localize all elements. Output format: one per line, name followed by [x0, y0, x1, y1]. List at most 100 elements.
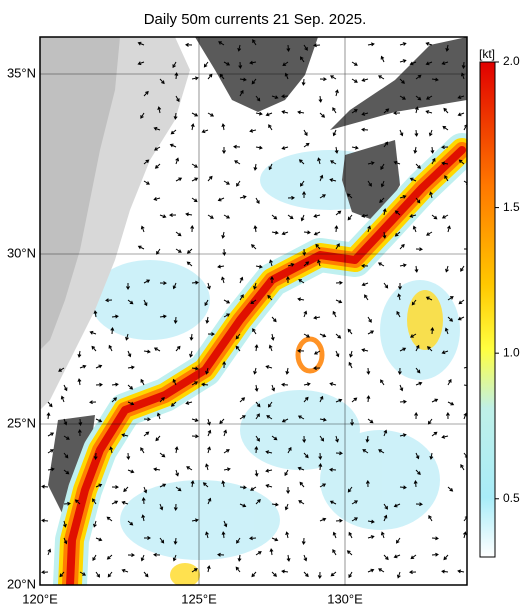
current-arrow [249, 536, 257, 541]
current-arrow [351, 500, 359, 505]
current-arrow [431, 552, 439, 557]
current-arrow [155, 435, 161, 442]
current-arrow [415, 247, 423, 252]
current-arrow [319, 417, 327, 422]
current-arrow [106, 554, 113, 560]
current-arrow [207, 446, 211, 454]
current-arrow [172, 554, 177, 562]
current-arrow [313, 350, 321, 355]
current-arrow [457, 569, 465, 574]
current-arrow [255, 197, 260, 205]
current-arrow [252, 39, 257, 46]
current-arrow [393, 503, 401, 508]
colorbar-tick-label: 1.0 [503, 345, 520, 359]
current-arrow [267, 401, 273, 408]
current-arrow [159, 537, 165, 544]
current-arrow [335, 210, 342, 216]
current-arrow [234, 160, 241, 165]
current-arrow [143, 90, 149, 97]
current-arrow [185, 212, 193, 217]
current-arrow [335, 398, 343, 403]
current-arrow [265, 450, 273, 455]
current-arrow [361, 282, 369, 287]
current-arrow [205, 531, 209, 539]
current-arrow [205, 463, 209, 471]
current-arrow [367, 180, 372, 187]
current-arrow [313, 231, 321, 236]
current-arrow [300, 214, 305, 222]
current-arrow [447, 316, 454, 322]
current-arrow [93, 310, 98, 318]
current-arrow [189, 350, 193, 358]
current-arrow [409, 570, 417, 575]
current-arrow [379, 197, 385, 204]
current-arrow [396, 310, 401, 318]
current-arrow [239, 294, 244, 301]
current-arrow [399, 194, 407, 199]
current-arrow [190, 480, 195, 488]
current-arrow [91, 345, 97, 352]
current-arrow [207, 497, 212, 505]
current-arrow [159, 396, 165, 403]
current-arrow [447, 225, 451, 233]
current-arrow [93, 452, 98, 460]
current-arrow [95, 571, 100, 578]
current-arrow [415, 74, 422, 80]
current-arrow [429, 452, 434, 460]
current-arrow [458, 159, 465, 165]
current-arrow [268, 163, 273, 171]
current-arrow [303, 44, 308, 51]
current-arrow [303, 142, 310, 148]
current-arrow [378, 75, 385, 80]
current-arrow [351, 78, 358, 83]
current-arrow [410, 333, 417, 338]
current-arrow [299, 481, 305, 488]
current-arrow [222, 361, 227, 369]
current-arrow [249, 60, 257, 65]
current-arrow [41, 484, 49, 489]
current-arrow [253, 282, 257, 290]
current-arrow [223, 299, 231, 304]
current-arrow [319, 112, 326, 118]
current-arrow [383, 429, 388, 437]
current-arrow [301, 537, 306, 545]
current-arrow [95, 382, 103, 387]
current-arrow [63, 435, 70, 440]
current-arrow [59, 571, 65, 578]
current-arrow [95, 418, 103, 423]
current-arrow [394, 231, 401, 237]
current-arrow [265, 484, 273, 488]
current-arrow [271, 384, 276, 392]
current-arrow [239, 415, 246, 420]
current-arrow [415, 344, 420, 352]
current-arrow [399, 347, 407, 352]
current-arrow [362, 449, 369, 454]
current-arrow [461, 61, 466, 69]
current-arrow [89, 330, 97, 335]
current-arrow [77, 350, 82, 358]
current-arrow [217, 264, 225, 269]
current-arrow [236, 537, 241, 544]
current-arrow [430, 327, 435, 335]
current-arrow [250, 299, 257, 304]
current-arrow [239, 397, 246, 403]
current-arrow [281, 569, 289, 574]
current-arrow [367, 330, 375, 335]
current-arrow [223, 520, 228, 528]
current-arrow [271, 571, 277, 577]
current-arrow [111, 314, 119, 319]
current-arrow [207, 73, 213, 80]
current-arrow [334, 225, 339, 233]
current-arrow [285, 531, 290, 539]
current-arrow [141, 514, 146, 522]
current-arrow [255, 435, 260, 442]
current-arrow [92, 554, 97, 562]
current-arrow [108, 344, 113, 352]
current-arrow [137, 41, 145, 46]
current-arrow [268, 124, 273, 131]
current-arrow [287, 195, 295, 200]
current-arrow [383, 514, 388, 522]
current-arrow [282, 61, 289, 67]
current-arrow [335, 333, 342, 339]
current-arrow [92, 498, 97, 505]
